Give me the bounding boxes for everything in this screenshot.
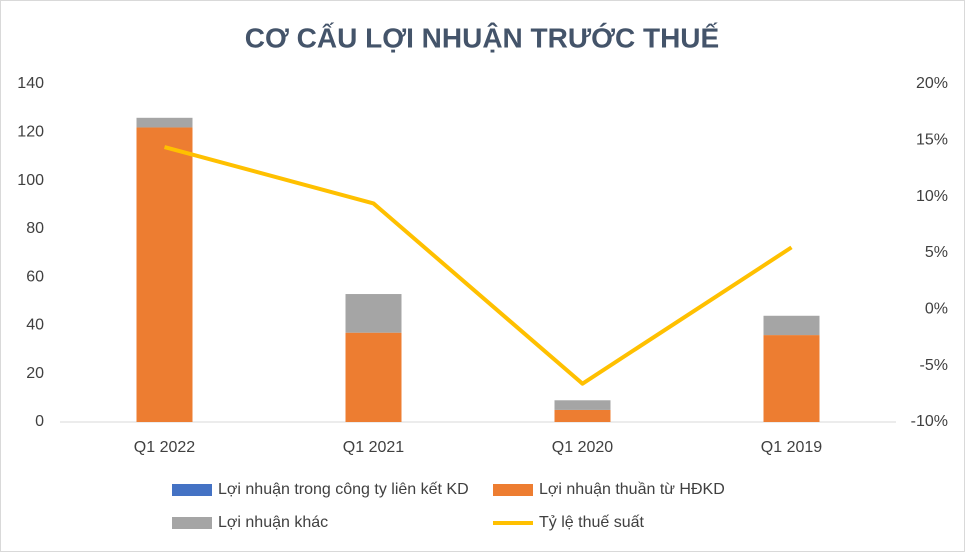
bar: [763, 335, 820, 422]
legend-swatch: [172, 517, 212, 529]
chart-title: CƠ CẤU LỢI NHUẬN TRƯỚC THUẾ: [245, 22, 719, 53]
legend-swatch: [172, 484, 212, 496]
y2-tick-label: -10%: [911, 413, 948, 430]
x-tick-label: Q1 2022: [134, 439, 195, 456]
y2-tick-label: 0%: [925, 301, 948, 318]
y2-tick-label: -5%: [920, 357, 948, 374]
legend-label: Tỷ lệ thuế suất: [539, 514, 645, 531]
y2-tick-label: 5%: [925, 244, 948, 261]
legend-label: Lợi nhuận khác: [218, 514, 328, 531]
y-tick-label: 20: [26, 365, 44, 382]
bar: [554, 400, 611, 410]
y-tick-label: 120: [17, 124, 44, 141]
y2-tick-label: 10%: [916, 188, 948, 205]
legend-label: Lợi nhuận thuần từ HĐKD: [539, 481, 725, 498]
y-tick-label: 100: [17, 172, 44, 189]
bar: [763, 315, 820, 336]
bar: [345, 294, 402, 333]
bar: [345, 332, 402, 422]
line: [163, 145, 793, 386]
x-tick-label: Q1 2021: [343, 439, 404, 456]
bar: [554, 409, 611, 422]
y-tick-label: 80: [26, 220, 44, 237]
x-tick-label: Q1 2020: [552, 439, 613, 456]
y2-tick-label: 15%: [916, 132, 948, 149]
legend-label: Lợi nhuận trong công ty liên kết KD: [218, 481, 469, 498]
y-tick-label: 60: [26, 268, 44, 285]
bar: [136, 127, 193, 422]
bar: [136, 117, 193, 128]
y2-tick-label: 20%: [916, 75, 948, 92]
y-tick-label: 40: [26, 317, 44, 334]
x-tick-label: Q1 2019: [761, 439, 822, 456]
y-tick-label: 0: [35, 413, 44, 430]
legend-swatch: [493, 484, 533, 496]
y-tick-label: 140: [17, 75, 44, 92]
